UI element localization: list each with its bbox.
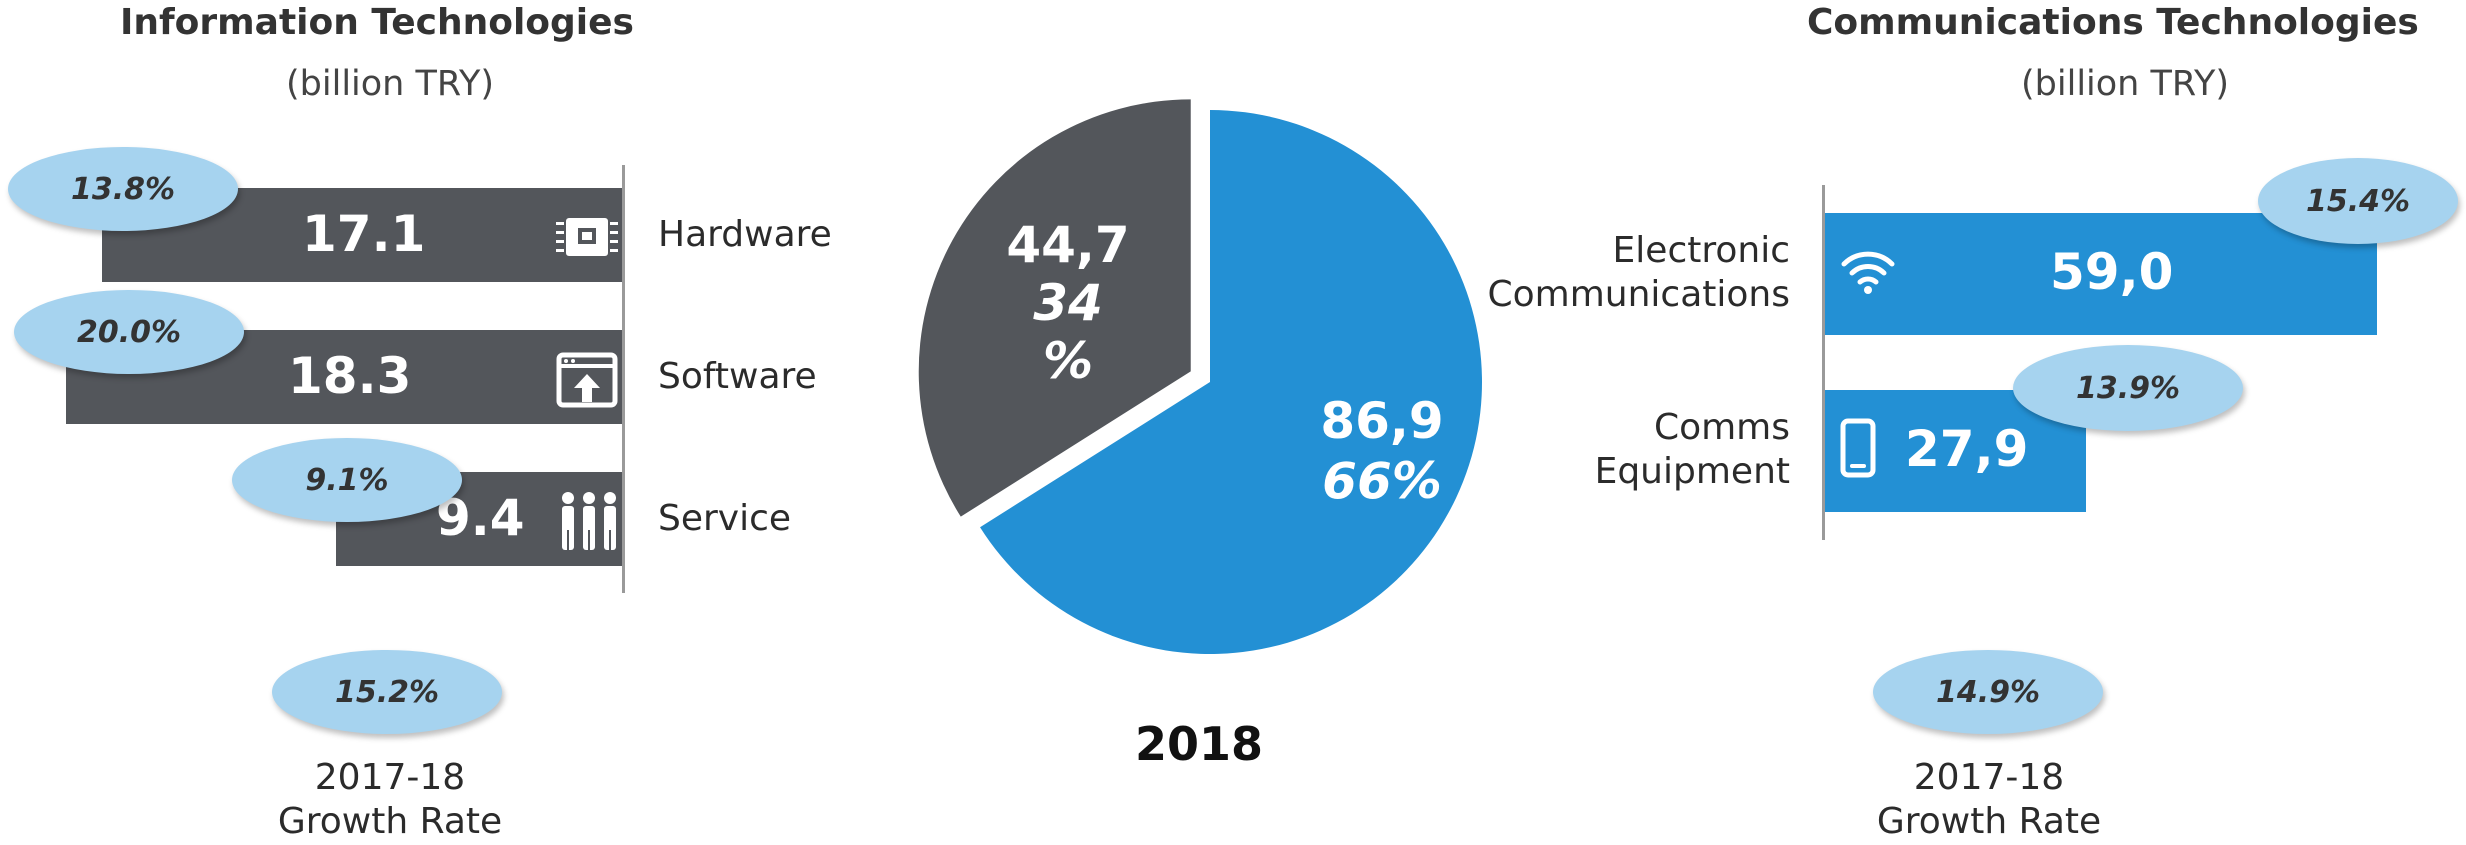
- pie-label-percent-sign-information: %: [1043, 332, 1093, 390]
- it-growth-label-line2: Growth Rate: [277, 801, 503, 842]
- pie-label-percent-communications: 66%: [1322, 452, 1442, 510]
- wifi-icon: [1840, 248, 1896, 300]
- ct-axis-line: [1822, 185, 1825, 540]
- ct-growth-bubble: 15.4%: [2258, 158, 2458, 244]
- it-category-label: Hardware: [658, 214, 832, 255]
- software-window-icon: [556, 352, 618, 412]
- it-growth-label: 2017-18 Growth Rate: [250, 756, 530, 844]
- ct-total-growth-bubble: 14.9%: [1873, 650, 2103, 734]
- hardware-chip-icon: [554, 212, 620, 266]
- ct-growth-bubble: 13.9%: [2013, 345, 2243, 431]
- ct-category-label: Comms Equipment: [1390, 406, 1790, 494]
- ct-growth-label-line1: 2017-18: [1913, 757, 2065, 798]
- pie-slice-information: [918, 99, 1191, 517]
- it-title: Information Technologies: [120, 2, 634, 43]
- it-subtitle: (billion TRY): [286, 64, 494, 104]
- pie-label-value-information: 44,7: [1006, 216, 1129, 274]
- it-total-growth-bubble: 15.2%: [272, 650, 502, 734]
- mobile-phone-icon: [1840, 418, 1876, 482]
- it-growth-bubble: 20.0%: [14, 290, 244, 374]
- it-growth-bubble: 9.1%: [232, 438, 462, 522]
- it-bar-value: 9.4: [436, 489, 525, 547]
- pie-chart: 44,734% 86,966%: [918, 99, 1482, 654]
- pie-year-title: 2018: [1135, 717, 1264, 771]
- pie-slice-communications: [980, 110, 1482, 654]
- ct-category-label-line: Comms: [1653, 407, 1790, 448]
- it-axis-line: [622, 165, 625, 593]
- it-category-label: Software: [658, 356, 817, 397]
- it-category-label: Service: [658, 498, 792, 539]
- it-bar-value: 17.1: [302, 205, 426, 263]
- ct-growth-label: 2017-18 Growth Rate: [1849, 756, 2129, 844]
- ct-category-label: Electronic Communications: [1390, 229, 1790, 317]
- pie-label-percent-information: 34: [1033, 274, 1103, 332]
- ct-bar-value: 27,9: [1905, 420, 2029, 478]
- ct-category-label-line: Communications: [1487, 274, 1790, 315]
- it-growth-bubble: 13.8%: [8, 147, 238, 231]
- ct-bar-value: 59,0: [2050, 243, 2174, 301]
- service-people-icon: [556, 490, 622, 556]
- ct-bar: [1825, 213, 2377, 335]
- ct-title: Communications Technologies: [1807, 2, 2419, 43]
- it-bar-value: 18.3: [288, 347, 412, 405]
- it-growth-label-line1: 2017-18: [314, 757, 466, 798]
- ct-category-label-line: Equipment: [1594, 451, 1790, 492]
- ct-growth-label-line2: Growth Rate: [1876, 801, 2102, 842]
- pie-label-value-communications: 86,9: [1320, 392, 1443, 450]
- ct-category-label-line: Electronic: [1612, 230, 1790, 271]
- ct-subtitle: (billion TRY): [2021, 64, 2229, 104]
